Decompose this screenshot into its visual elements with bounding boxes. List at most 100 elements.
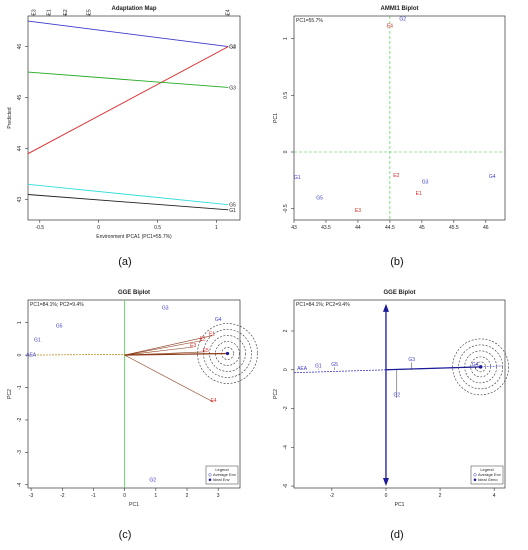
panel-1: AMMI1 Biplot PC1=55.7% 43 43.5 44 44.5 45 45.5 4… [273,6,506,231]
legend-box [205,465,239,485]
chart-subtitle: PC1=84.1%; PC2=9.4% [30,302,84,308]
legend-box [470,465,504,485]
legend-title: Legend [215,467,228,472]
y-tick-label: -0.5 [283,204,289,213]
x-tick-label: -2 [330,493,335,499]
y-tick-label: 45 [17,95,23,101]
series-line-g1 [27,194,229,211]
plot-frame [27,15,241,221]
legend-symbol [473,473,477,477]
series-label: G4 [229,45,236,51]
plot-frame [293,15,506,221]
panel-label: (d) [390,529,403,541]
x-tick-label: -1 [91,493,96,499]
x-tick-label: 44.5 [385,225,395,231]
legend-symbol [208,473,212,477]
point-label: G1 [294,175,301,181]
point-label: AEA [26,353,37,359]
concentric-circle [452,338,509,396]
point-label: G1 [315,363,322,369]
x-axis-label: Environment IPCA1 (PC1=55.7%) [96,234,172,240]
panel-2: GGE Biplot PC1=84.1%; PC2=9.4% -3 -2 -1 0 1 2 3 -… [7,290,258,508]
y-tick-label: 43 [17,197,23,203]
point-label: E5 [203,348,209,354]
series-line-g5 [27,183,229,206]
point-label: E2 [200,337,206,343]
concentric-circle [464,350,497,384]
x-tick-label: 45.5 [449,225,459,231]
point-label: G5 [316,196,323,202]
x-tick-label: 1 [215,225,218,231]
point-label: E1 [209,332,215,338]
x-tick-label: 43 [291,225,297,231]
point-label: E3 [190,343,196,349]
env-marker-label: E2 [63,9,69,15]
y-tick-label: -2 [17,417,23,422]
series-label: G5 [229,203,236,209]
y-tick-label: 0.5 [283,92,289,99]
ideal-env-point [225,351,230,356]
point-label: G4 [472,362,479,368]
chart-subtitle: PC1=55.7% [296,18,323,24]
legend-entry: Ideal Geno [478,477,498,482]
x-tick-label: 44 [355,225,361,231]
x-tick-label: 0 [123,493,126,499]
panel-0: Adaptation Map -0.5 0 0.5 1 43 44 45 46 Environme… [7,6,241,240]
legend-symbol [208,478,212,482]
plot-frame [27,299,241,489]
average-env-axis-ext [480,365,503,368]
point-label: G5 [331,362,338,368]
series-label: G3 [229,85,236,91]
point-label: G4 [215,317,222,323]
arrow-up-head [382,303,389,312]
point-label: G1 [34,337,41,343]
concentric-circle [215,341,240,366]
y-tick-label: 0 [283,150,289,153]
legend-entry: Average Env [478,472,501,477]
y-tick-label: -3 [17,450,23,455]
series-line-g4 [27,46,229,155]
x-axis-label: PC1 [129,502,139,508]
y-axis-label: Predicted [7,107,13,128]
concentric-circle [458,344,503,390]
env-vector [124,354,214,403]
point-label: E4 [210,398,216,404]
x-axis-label: PC1 [395,502,405,508]
x-tick-label: 2 [439,493,442,499]
y-tick-label: 0 [17,353,23,356]
chart-title: AMMI1 Biplot [381,6,419,12]
legend-entry: Ideal Env [213,477,230,482]
series-label: G2 [229,45,236,51]
env-marker-label: E4 [226,9,232,15]
legend-entry: Average Env [213,472,236,477]
panel-label: (b) [390,256,403,268]
x-tick-label: 45 [419,225,425,231]
point-label: G2 [399,17,406,23]
point-label: G3 [422,180,429,186]
env-vector [124,346,194,356]
env-marker-label: E5 [87,9,93,15]
y-tick-label: -1 [17,385,23,390]
x-tick-label: 43.5 [321,225,331,231]
y-tick-label: -4 [283,445,289,450]
mean-env-vector [124,352,228,356]
chart-title: GGE Biplot [118,290,150,296]
point-label: G3 [162,306,169,312]
point-label: G4 [489,174,496,180]
y-tick-label: -2 [283,406,289,411]
series-line-g3 [27,71,229,88]
chart-subtitle: PC1=84.1%; PC2=9.4% [296,302,350,308]
chart-title: Adaptation Map [112,6,157,12]
point-label: G3 [408,357,415,363]
panel-3: GGE Biplot PC1=84.1%; PC2=9.4% -2 0 2 4 -6 -4 -2… [273,290,509,508]
point-label: E4 [387,23,393,29]
series-label: G1 [229,208,236,214]
point-label: AEA [297,366,308,372]
x-tick-label: -2 [60,493,65,499]
env-marker-label: E1 [47,9,53,15]
point-label: E1 [416,191,422,197]
env-vector [124,340,203,356]
y-tick-label: 1 [283,37,289,40]
concentric-circle [197,323,258,384]
